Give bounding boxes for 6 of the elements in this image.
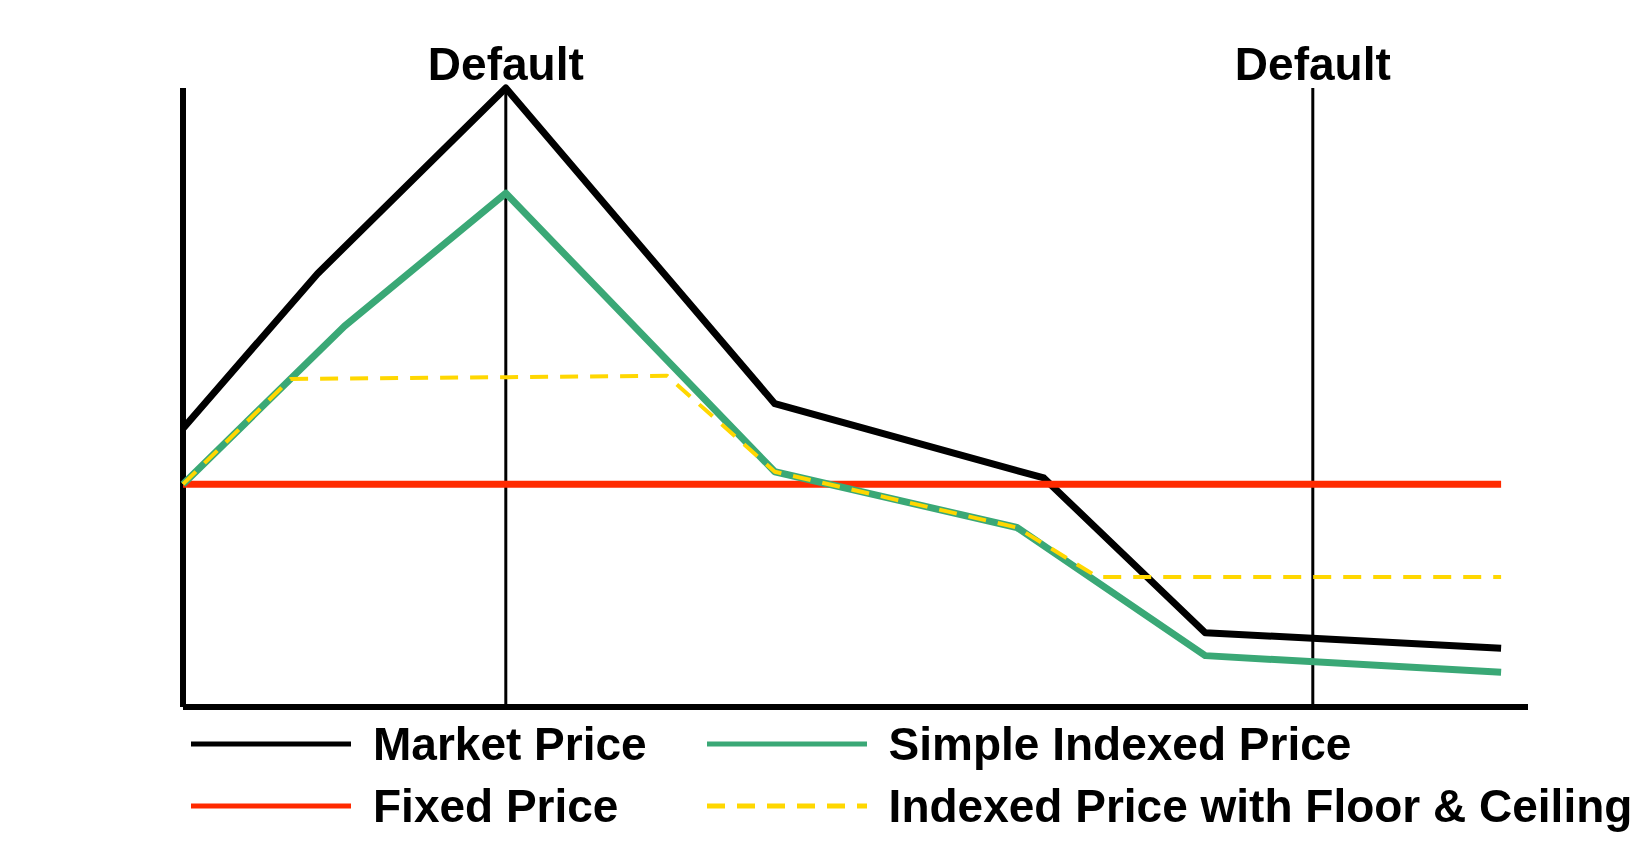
legend-label: Indexed Price with Floor & Ceiling bbox=[888, 779, 1633, 833]
x-tick-label: Default bbox=[427, 38, 584, 90]
x-tick-label: Default bbox=[1234, 38, 1391, 90]
legend-label: Simple Indexed Price bbox=[888, 717, 1352, 771]
legend-label: Fixed Price bbox=[373, 779, 619, 833]
legend-label: Market Price bbox=[373, 717, 647, 771]
